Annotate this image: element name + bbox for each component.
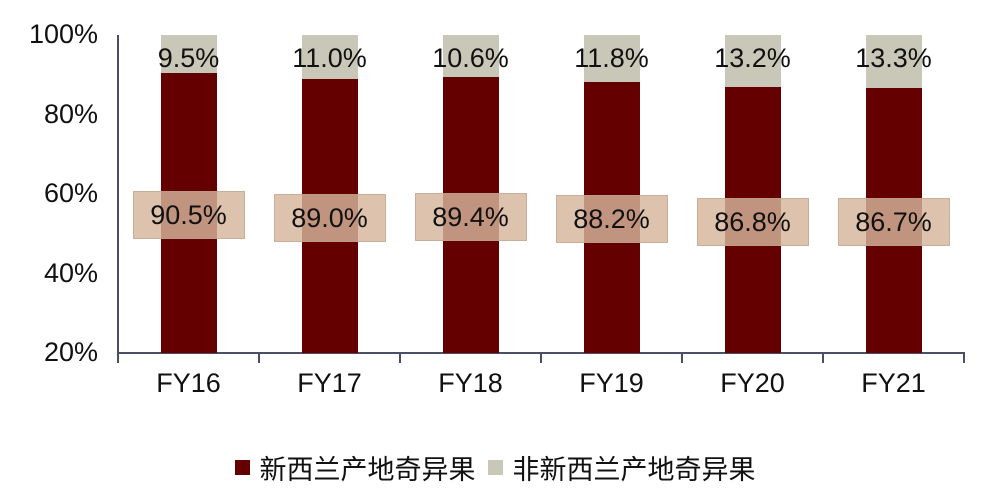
data-label-nz: 89.4% [414,193,527,242]
legend-swatch-nz [234,460,250,475]
bar-segment-non-nz [865,35,922,88]
data-label-non-nz: 11.0% [292,43,367,73]
y-tick-label: 100% [28,19,98,49]
x-tick-mark [681,352,683,363]
data-label-non-nz: 13.2% [714,43,791,73]
x-tick-label: FY19 [579,368,644,398]
y-tick-label: 60% [43,178,98,208]
data-label-non-nz: 13.3% [855,43,932,73]
y-tick-label: 80% [43,98,98,129]
y-axis-line [117,35,119,354]
bar-segment-non-nz [301,35,358,79]
x-tick-label: FY16 [156,368,221,398]
bar-segment-non-nz [583,35,640,82]
legend-swatch-non-nz [487,460,503,475]
data-label-nz: 90.5% [132,190,245,239]
x-tick-mark [258,352,260,363]
legend-item-nz: 新西兰产地奇异果 [234,448,476,487]
x-tick-mark [540,352,542,363]
y-tick-label: 20% [43,337,98,367]
data-label-non-nz: 9.5% [157,43,220,73]
data-label-nz: 86.8% [696,198,809,247]
data-label-nz: 89.0% [273,193,386,242]
legend: 新西兰产地奇异果 非新西兰产地奇异果 [0,448,990,487]
data-label-nz: 88.2% [555,195,668,244]
x-tick-label: FY21 [861,368,926,398]
x-tick-label: FY17 [297,368,362,398]
legend-label-non-nz: 非新西兰产地奇异果 [512,455,756,485]
x-tick-label: FY18 [438,368,503,398]
data-label-nz: 86.7% [837,198,950,247]
x-tick-mark [963,352,965,363]
legend-item-non-nz: 非新西兰产地奇异果 [487,448,756,487]
bar-segment-non-nz [724,35,781,88]
bar-segment-non-nz [442,35,499,78]
data-label-non-nz: 11.8% [574,43,649,73]
x-tick-mark [117,352,119,363]
legend-label-nz: 新西兰产地奇异果 [259,455,476,485]
bar-segment-non-nz [160,35,217,73]
x-tick-mark [399,352,401,363]
x-tick-mark [822,352,824,363]
x-tick-label: FY20 [720,368,785,398]
data-label-non-nz: 10.6% [432,43,509,73]
y-tick-label: 40% [43,257,98,288]
